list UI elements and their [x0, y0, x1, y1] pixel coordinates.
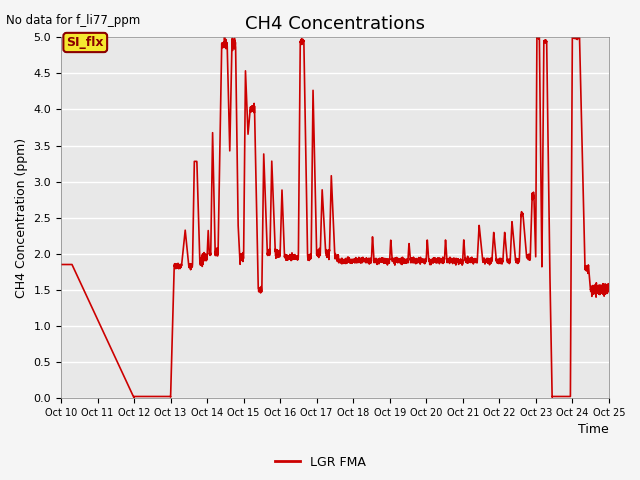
Legend: LGR FMA: LGR FMA: [269, 451, 371, 474]
Y-axis label: CH4 Concentration (ppm): CH4 Concentration (ppm): [15, 138, 28, 298]
Title: CH4 Concentrations: CH4 Concentrations: [245, 15, 425, 33]
Text: No data for f_li77_ppm: No data for f_li77_ppm: [6, 14, 141, 27]
Text: SI_flx: SI_flx: [67, 36, 104, 49]
X-axis label: Time: Time: [578, 423, 609, 436]
